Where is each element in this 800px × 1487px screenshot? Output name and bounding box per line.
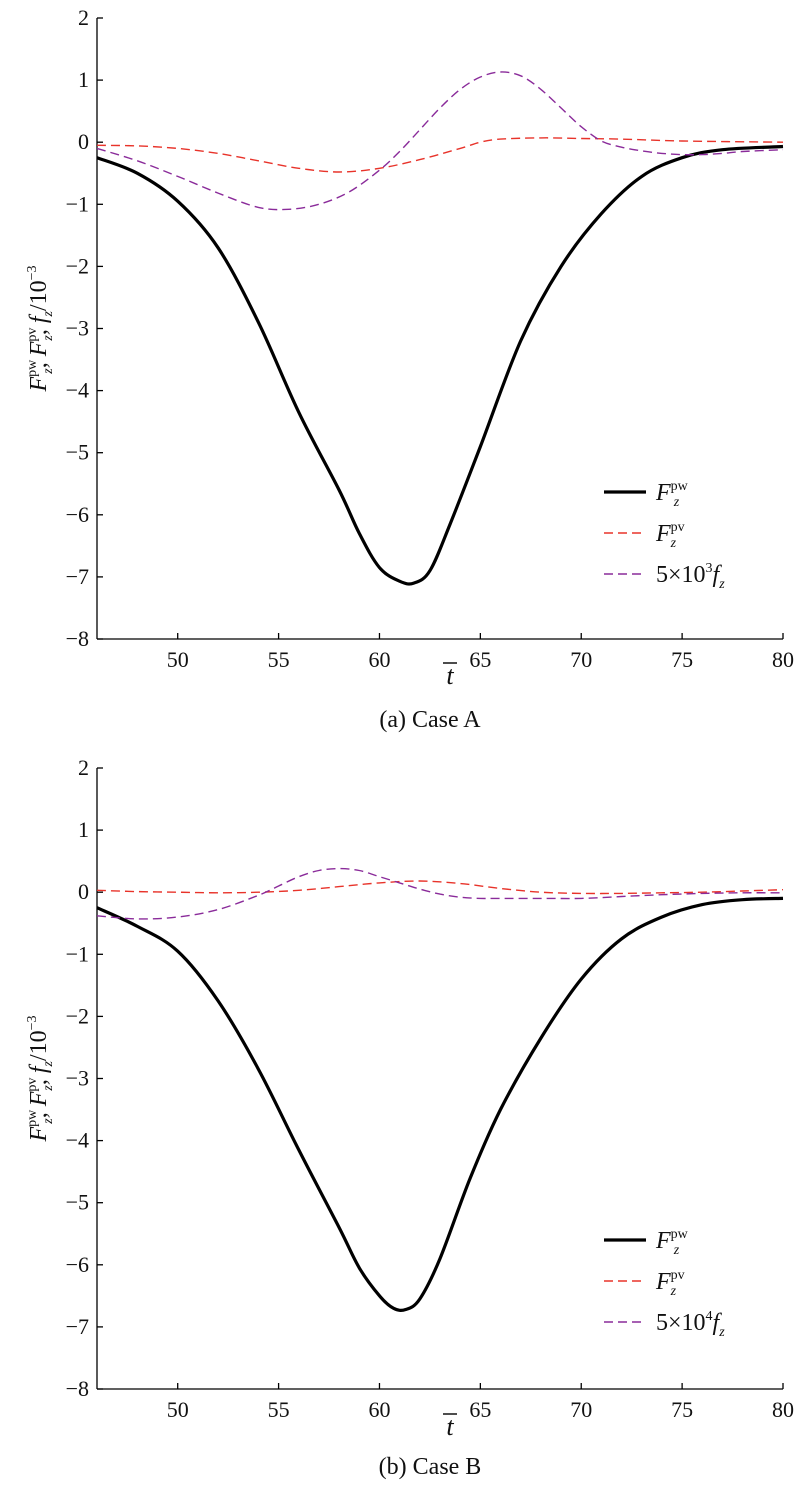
y-tick-label: −1: [66, 191, 89, 216]
y-tick-label: 0: [78, 129, 89, 154]
x-tick-label: 80: [772, 1397, 794, 1422]
legend-entry: Fpv z: [655, 520, 685, 551]
y-tick-label: −1: [66, 941, 89, 966]
x-tick-label: 65: [469, 647, 491, 672]
legend-entry: 5×104fz: [656, 1309, 725, 1340]
x-tick-label: 55: [268, 647, 290, 672]
x-axis-label: t: [446, 661, 454, 690]
y-tick-label: −2: [66, 1003, 89, 1028]
y-tick-label: −3: [66, 1066, 89, 1091]
y-tick-label: −6: [66, 502, 89, 527]
series-line-f-pw: [96, 144, 784, 586]
x-tick-label: 55: [268, 1397, 290, 1422]
y-axis-label: Fpwz, Fpvz, fz/10−3: [25, 265, 56, 392]
y-tick-label: −6: [66, 1252, 89, 1277]
y-tick-label: −8: [66, 1376, 89, 1401]
y-tick-label: 1: [78, 817, 89, 842]
legend-entry: 5×103fz: [656, 561, 725, 592]
legend-entry: Fpv z: [655, 1268, 685, 1299]
y-tick-label: −4: [66, 378, 89, 403]
chart-panel-a: 2 1 0 −1 −2 −3 −4 −5 −6 −7 −8 50 55 60 65 70 75 80 t Fpwz, …: [25, 5, 794, 733]
series-line-f-pv: [96, 880, 784, 895]
y-tick-label: −5: [66, 440, 89, 465]
x-tick-label: 50: [167, 1397, 189, 1422]
y-tick-label: 2: [78, 5, 89, 30]
y-tick-label: 2: [78, 755, 89, 780]
y-tick-label: −2: [66, 253, 89, 278]
chart-caption: (a) Case A: [379, 707, 481, 733]
y-tick-label: −3: [66, 316, 89, 341]
x-tick-label: 60: [368, 1397, 390, 1422]
x-tick-label: 70: [570, 1397, 592, 1422]
x-tick-label: 75: [671, 1397, 693, 1422]
series-line-f-pv: [96, 137, 784, 173]
y-tick-label: −7: [66, 564, 89, 589]
series-line-f-z: [96, 71, 784, 211]
chart-caption: (b) Case B: [379, 1454, 482, 1480]
x-tick-label: 80: [772, 647, 794, 672]
x-tick-label: 60: [368, 647, 390, 672]
x-tick-label: 75: [671, 647, 693, 672]
legend-entry: Fpw z: [655, 1227, 689, 1258]
y-axis-label: Fpwz, Fpvz, fz/10−3: [25, 1015, 56, 1142]
chart-panel-b: 2 1 0 −1 −2 −3 −4 −5 −6 −7 −8 50 55 60 65 70 75 80 t Fpwz, …: [25, 755, 794, 1480]
series-line-f-pw: [96, 896, 784, 1313]
y-tick-label: −8: [66, 626, 89, 651]
y-tick-label: −7: [66, 1314, 89, 1339]
series-line-f-z: [96, 867, 784, 920]
y-tick-label: −5: [66, 1190, 89, 1215]
y-tick-label: −4: [66, 1128, 89, 1153]
y-tick-label: 1: [78, 67, 89, 92]
x-tick-label: 50: [167, 647, 189, 672]
x-axis-label: t: [446, 1412, 454, 1441]
y-tick-label: 0: [78, 879, 89, 904]
legend-entry: Fpw z: [655, 479, 689, 510]
x-tick-label: 65: [469, 1397, 491, 1422]
x-tick-label: 70: [570, 647, 592, 672]
